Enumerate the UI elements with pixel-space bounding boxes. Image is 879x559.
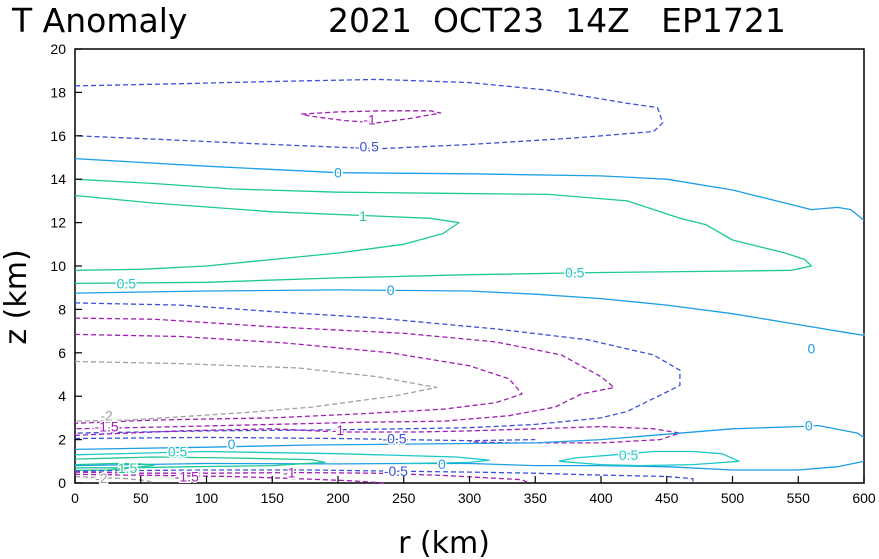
contour-label-10: -0.5 — [382, 431, 406, 447]
contour-label-12: 0.5 — [168, 444, 188, 460]
y-tick-label-8: 8 — [58, 301, 66, 317]
y-tick-label-18: 18 — [50, 84, 66, 100]
contour-line-level--0.5-6 — [74, 302, 681, 434]
contour-label-0: -1 — [363, 112, 376, 128]
x-tick-label-0: 0 — [71, 490, 79, 506]
x-tick-label-400: 400 — [589, 490, 613, 506]
contour-label-7: 0 — [808, 341, 816, 357]
x-tick-label-100: 100 — [195, 490, 219, 506]
y-axis-ticks: 0 2 4 6 8 10 12 14 16 18 20 — [50, 41, 82, 491]
contour-label-11: 0 — [228, 436, 236, 452]
contour-line-level--0.5-11 — [74, 436, 536, 442]
contour-line-level--2-9 — [74, 360, 438, 422]
x-tick-label-200: 200 — [326, 490, 350, 506]
contour-line-level-0-2 — [74, 157, 865, 221]
contour-label-8: -1.5 — [95, 419, 119, 435]
contour-line-level-0-13 — [74, 460, 865, 471]
contour-label-17: 1.5 — [118, 460, 138, 476]
x-tick-label-450: 450 — [655, 490, 679, 506]
contour-line-level--1-19 — [74, 471, 529, 484]
contour-line-level--1.5-10 — [74, 425, 681, 444]
y-tick-label-12: 12 — [50, 215, 66, 231]
contour-line-level-0.5-15 — [558, 450, 740, 467]
y-tick-label-6: 6 — [58, 345, 66, 361]
contour-line-level-0-12 — [74, 424, 865, 451]
contour-label-13: 0 — [805, 418, 813, 434]
x-tick-label-350: 350 — [524, 490, 548, 506]
y-tick-label-10: 10 — [50, 258, 66, 274]
contour-lines — [74, 78, 865, 484]
contour-line-level-1-16 — [74, 456, 326, 469]
contour-line-level--0.5-0 — [74, 78, 664, 150]
contour-labels: -1 -0.5 0 1 0.5 0.5 0 0 -1.5 -1 -0.5 0 0.5 0 0.5 0 -0.5 1… — [93, 110, 817, 488]
contour-label-19: -1 — [283, 465, 296, 481]
contour-line-level-0.5-14 — [74, 450, 490, 465]
x-tick-label-150: 150 — [261, 490, 285, 506]
contour-label-18: -1.5 — [175, 469, 199, 485]
y-tick-label-20: 20 — [50, 41, 66, 57]
contour-line-level-1-3 — [74, 178, 813, 285]
y-tick-label-16: 16 — [50, 128, 66, 144]
y-tick-label-0: 0 — [58, 475, 66, 491]
contour-label-14: 0.5 — [619, 447, 639, 463]
chart-title-left: T Anomaly — [11, 1, 187, 40]
contour-line-level--1-7 — [74, 317, 615, 430]
y-axis-label: z (km) — [0, 249, 34, 344]
chart-title-right: 2021 OCT23 14Z EP1721 — [328, 1, 786, 40]
x-axis-label: r (km) — [398, 526, 490, 559]
x-tick-label-600: 600 — [852, 490, 876, 506]
contour-line-level--0.5-18 — [74, 469, 694, 483]
contour-label-15: 0 — [438, 456, 446, 472]
x-tick-label-50: 50 — [133, 490, 149, 506]
x-tick-label-550: 550 — [787, 490, 811, 506]
contour-label-20: -2 — [95, 470, 108, 486]
x-tick-label-500: 500 — [721, 490, 745, 506]
y-tick-label-14: 14 — [50, 171, 66, 187]
contour-line-level--1.5-20 — [74, 473, 385, 484]
x-tick-label-300: 300 — [458, 490, 482, 506]
x-tick-label-250: 250 — [392, 490, 416, 506]
contour-label-6: 0 — [387, 282, 395, 298]
contour-label-1: -0.5 — [355, 139, 379, 155]
contour-line-level--1-1 — [301, 110, 442, 124]
contour-label-4: 0.5 — [117, 275, 137, 291]
contour-label-16: -0.5 — [384, 463, 408, 479]
y-tick-label-4: 4 — [58, 388, 66, 404]
contour-line-level--1.5-8 — [74, 333, 523, 424]
contour-label-2: 0 — [334, 165, 342, 181]
contour-line-level-1.5-17 — [74, 462, 155, 472]
plot-frame — [74, 48, 865, 484]
contour-label-5: 0.5 — [565, 265, 585, 281]
x-axis-ticks: 0 50 100 150 200 250 300 350 400 450 500 550 600 — [71, 476, 876, 506]
contour-line-level-1-4 — [74, 194, 460, 271]
y-tick-label-2: 2 — [58, 432, 66, 448]
contour-line-level-0-5 — [74, 289, 865, 337]
contour-label-21: -2 — [100, 408, 113, 424]
contour-label-9: -1 — [332, 422, 345, 438]
contour-label-3: 1 — [359, 208, 367, 224]
contour-line-level--2-21 — [74, 475, 155, 484]
